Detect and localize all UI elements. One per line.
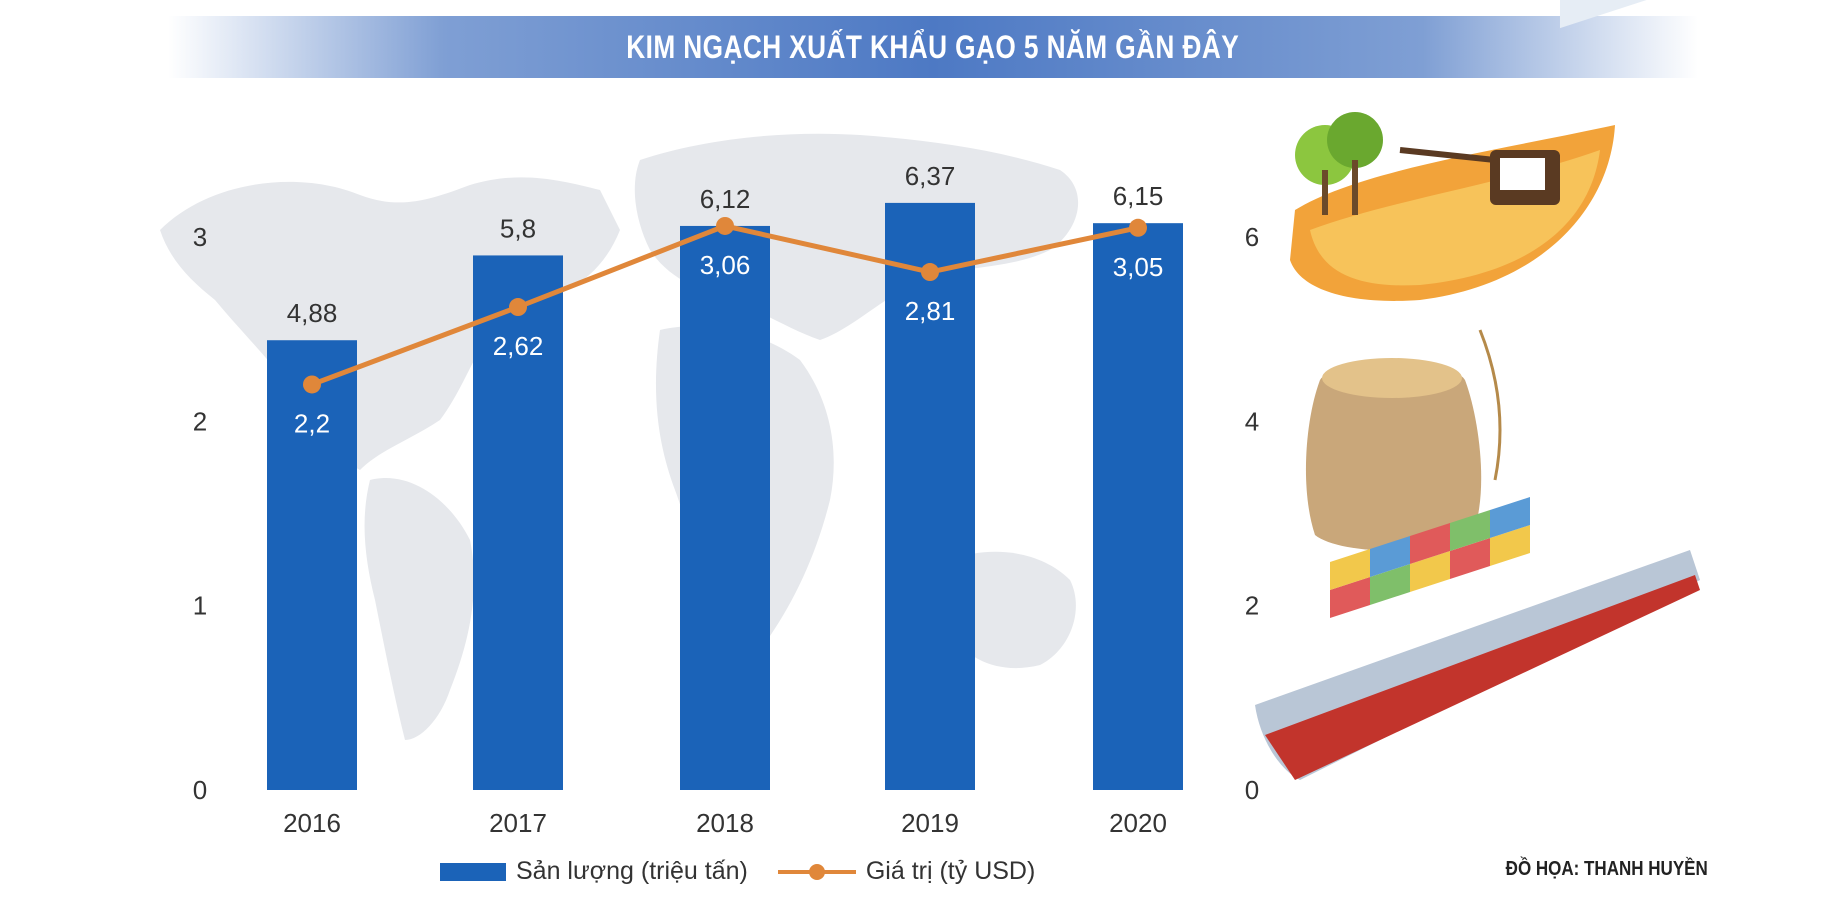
- left-axis-tick-label: 3: [193, 222, 207, 252]
- title-bar: KIM NGẠCH XUẤT KHẨU GẠO 5 NĂM GẦN ĐÂY: [168, 16, 1698, 78]
- bar-value-label: 6,15: [1113, 181, 1164, 211]
- bar-2020: [1093, 223, 1183, 791]
- legend-swatch-bar: [440, 862, 506, 881]
- harvest-illustration: [1290, 112, 1615, 301]
- x-axis-tick-label: 2016: [283, 808, 341, 838]
- right-axis-tick-label: 4: [1245, 406, 1259, 436]
- right-axis-tick-label: 0: [1245, 775, 1259, 805]
- legend-item-bar: Sản lượng (triệu tấn): [440, 857, 748, 886]
- legend-label-line: Giá trị (tỷ USD): [865, 857, 1036, 885]
- bar-value-label: 6,12: [700, 184, 751, 214]
- bar-2016: [267, 340, 357, 790]
- left-axis-tick-label: 1: [193, 591, 207, 621]
- x-axis-tick-label: 2018: [696, 808, 754, 838]
- graphic-credit: ĐỒ HỌA: THANH HUYỀN: [1505, 858, 1708, 880]
- legend: Sản lượng (triệu tấn) Giá trị (tỷ USD): [440, 857, 1035, 886]
- line-point-2018: [716, 216, 734, 235]
- line-value-label: 3,05: [1113, 252, 1164, 282]
- line-point-2017: [509, 298, 527, 317]
- legend-label-bar: Sản lượng (triệu tấn): [516, 857, 748, 885]
- line-value-label: 2,81: [905, 296, 956, 326]
- bar-value-label: 5,8: [500, 213, 536, 243]
- line-value-label: 2,2: [294, 408, 330, 438]
- right-axis-tick-label: 6: [1245, 222, 1259, 252]
- x-axis-tick-label: 2019: [901, 808, 959, 838]
- line-value-label: 3,06: [700, 250, 751, 280]
- chart-title: KIM NGẠCH XUẤT KHẨU GẠO 5 NĂM GẦN ĐÂY: [626, 28, 1240, 65]
- right-axis-tick-label: 2: [1245, 591, 1259, 621]
- line-point-2019: [921, 263, 939, 282]
- bar-value-label: 4,88: [287, 298, 338, 328]
- left-axis-tick-label: 2: [193, 406, 207, 436]
- legend-swatch-line: [777, 863, 856, 881]
- line-point-2020: [1129, 218, 1147, 237]
- cargo-ship-illustration: [1255, 0, 1700, 780]
- bar-2017: [473, 255, 563, 790]
- bar-2018: [680, 225, 770, 790]
- bar-value-label: 6,37: [905, 161, 956, 191]
- line-value-label: 2,62: [493, 331, 544, 361]
- rice-sack-illustration: [1305, 329, 1502, 551]
- bar-2019: [885, 202, 975, 791]
- legend-item-line: Giá trị (tỷ USD): [777, 857, 1036, 886]
- line-point-2016: [303, 375, 321, 394]
- x-axis-tick-label: 2020: [1109, 808, 1167, 838]
- x-axis-tick-label: 2017: [489, 808, 547, 838]
- left-axis-tick-label: 0: [193, 775, 207, 805]
